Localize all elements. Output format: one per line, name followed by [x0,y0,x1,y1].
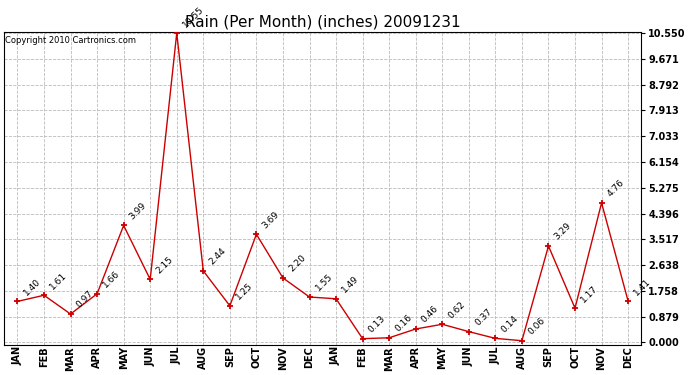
Title: Rain (Per Month) (inches) 20091231: Rain (Per Month) (inches) 20091231 [185,14,461,29]
Text: 2.44: 2.44 [208,246,228,267]
Text: 0.16: 0.16 [393,313,414,334]
Text: 3.29: 3.29 [553,221,573,242]
Text: 0.14: 0.14 [500,314,520,334]
Text: 3.99: 3.99 [128,201,148,221]
Text: 0.62: 0.62 [446,300,467,320]
Text: 3.69: 3.69 [261,210,281,230]
Text: 1.55: 1.55 [314,272,334,293]
Text: 1.49: 1.49 [340,274,361,295]
Text: 0.46: 0.46 [420,304,440,325]
Text: 0.97: 0.97 [75,289,95,310]
Text: 1.66: 1.66 [101,269,122,290]
Text: 0.13: 0.13 [367,314,387,334]
Text: Copyright 2010 Cartronics.com: Copyright 2010 Cartronics.com [6,36,137,45]
Text: 1.41: 1.41 [632,276,653,297]
Text: 4.76: 4.76 [606,178,627,199]
Text: 1.61: 1.61 [48,270,69,291]
Text: 0.06: 0.06 [526,316,546,336]
Text: 2.15: 2.15 [155,255,175,275]
Text: 0.37: 0.37 [473,307,493,327]
Text: 2.20: 2.20 [287,254,308,274]
Text: 1.40: 1.40 [21,277,42,297]
Text: 10.55: 10.55 [181,4,206,29]
Text: 1.25: 1.25 [234,281,255,302]
Text: 1.17: 1.17 [579,284,600,304]
